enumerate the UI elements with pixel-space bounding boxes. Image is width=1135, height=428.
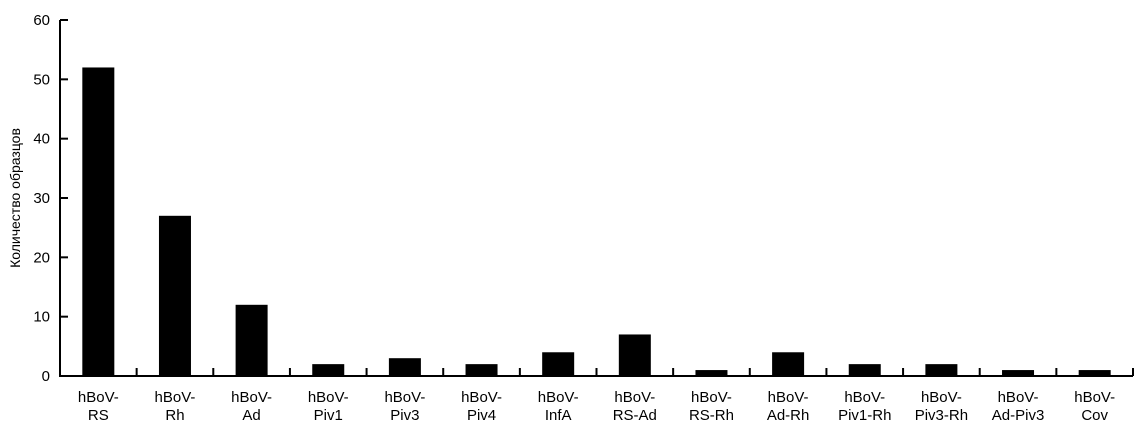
x-category-label: hBoV- <box>78 389 119 406</box>
y-tick-label: 30 <box>33 190 50 207</box>
x-category-label: Ad-Piv3 <box>992 407 1045 424</box>
x-category-label: Piv4 <box>467 407 496 424</box>
x-category-label: hBoV- <box>768 389 809 406</box>
x-axis: hBoV-RShBoV-RhhBoV-AdhBoV-Piv1hBoV-Piv3h… <box>59 368 1134 424</box>
y-tick-label: 10 <box>33 309 50 326</box>
x-category-label: RS-Ad <box>613 407 657 424</box>
bar <box>1078 370 1111 376</box>
bar <box>848 364 881 376</box>
x-category-label: hBoV- <box>461 389 502 406</box>
bar <box>388 358 421 376</box>
x-category-label: hBoV- <box>1074 389 1115 406</box>
x-category-label: Piv1-Rh <box>838 407 891 424</box>
y-tick-label: 60 <box>33 12 50 29</box>
y-tick-label: 40 <box>33 131 50 148</box>
bar <box>925 364 958 376</box>
bar <box>158 215 191 376</box>
y-axis-title: Количество образцов <box>7 128 23 268</box>
x-category-label: hBoV- <box>308 389 349 406</box>
x-category-label: hBoV- <box>691 389 732 406</box>
x-category-label: hBoV- <box>614 389 655 406</box>
bar <box>618 334 651 376</box>
bar <box>82 67 115 376</box>
x-category-label: RS <box>88 407 109 424</box>
y-axis: 0 10 20 30 40 50 60 <box>33 12 68 385</box>
x-category-label: InfA <box>545 407 572 424</box>
bar <box>695 370 728 376</box>
x-category-label: hBoV- <box>231 389 272 406</box>
bar <box>465 364 498 376</box>
bar <box>1002 370 1035 376</box>
x-category-label: hBoV- <box>844 389 885 406</box>
y-tick-label: 50 <box>33 71 50 88</box>
x-category-label: hBoV- <box>998 389 1039 406</box>
bar <box>235 304 268 376</box>
y-tick-label: 0 <box>42 368 50 385</box>
x-category-label: Piv1 <box>314 407 343 424</box>
bar <box>772 352 805 376</box>
x-category-label: Cov <box>1081 407 1108 424</box>
bar <box>312 364 345 376</box>
x-category-label: hBoV- <box>155 389 196 406</box>
x-category-label: hBoV- <box>921 389 962 406</box>
x-category-label: Piv3-Rh <box>915 407 968 424</box>
x-category-label: hBoV- <box>384 389 425 406</box>
y-tick-label: 20 <box>33 249 50 266</box>
bar <box>542 352 575 376</box>
x-category-label: Piv3 <box>390 407 419 424</box>
x-category-label: Ad <box>242 407 260 424</box>
x-category-label: Ad-Rh <box>767 407 810 424</box>
x-category-label: Rh <box>165 407 184 424</box>
bars <box>82 67 1111 376</box>
x-category-label: hBoV- <box>538 389 579 406</box>
x-category-label: RS-Rh <box>689 407 734 424</box>
